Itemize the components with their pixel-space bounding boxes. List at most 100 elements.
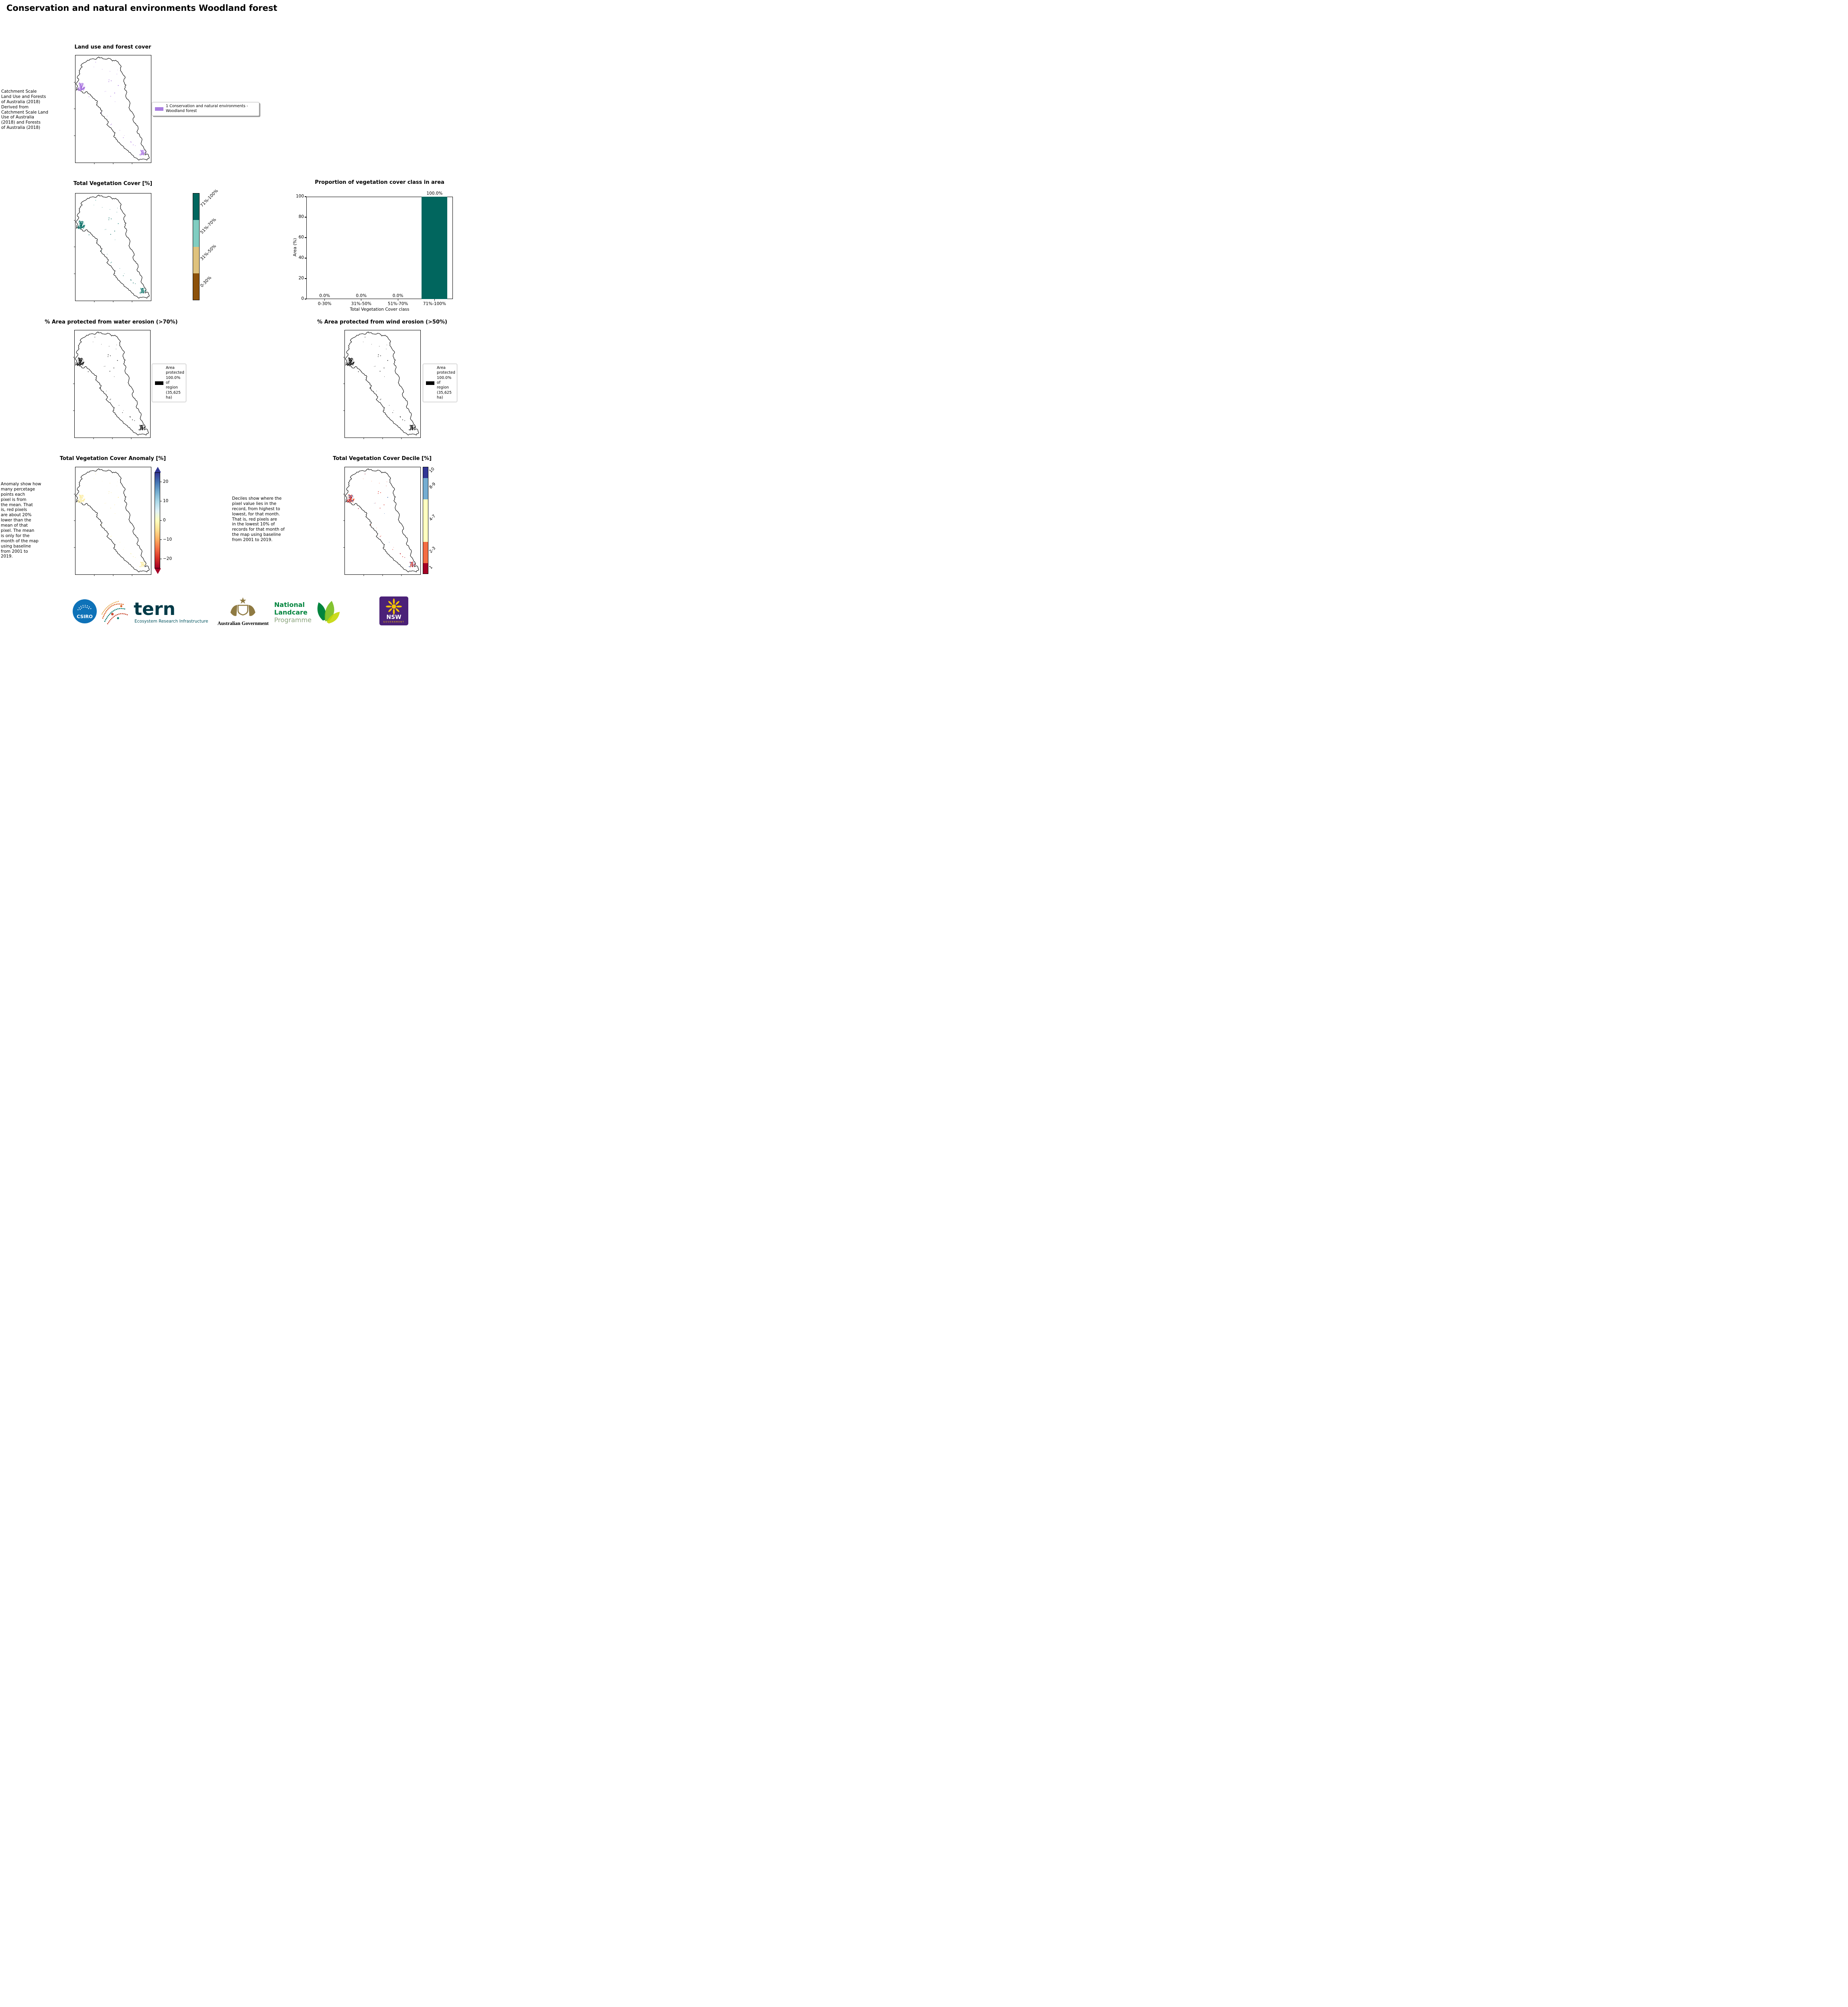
landcover-pixel [378, 491, 379, 492]
x-tick [324, 299, 325, 301]
landcover-pixel [108, 491, 110, 492]
landcover-pixel [81, 358, 82, 360]
landcover-pixel [81, 361, 82, 362]
australian-government-crest [230, 597, 255, 616]
landcover-pixel [79, 495, 80, 496]
landcover-pixel [412, 566, 414, 567]
landcover-pixel [141, 425, 142, 426]
landcover-pixel [110, 508, 111, 509]
landcover-pixel [143, 288, 144, 289]
landcover-pixel [83, 499, 84, 501]
landcover-pixel [78, 228, 79, 229]
nsw-sub: GOVERNMENT [383, 621, 405, 623]
australian-government-label: Australian Government [217, 621, 269, 626]
landcover-pixel [134, 420, 135, 421]
landcover-pixel [80, 83, 81, 85]
landcover-pixel [347, 502, 348, 503]
landcover-pixel [378, 354, 379, 355]
water-legend: Area protected 100.0% of region (35,625 … [152, 364, 186, 403]
landcover-pixel [81, 223, 82, 224]
landcover-pixel [81, 226, 82, 227]
landcover-pixel [130, 553, 131, 554]
landcover-pixel [347, 365, 348, 366]
landcover-pixel [83, 228, 84, 229]
landcover-pixel [410, 429, 411, 430]
landcover-pixel [348, 495, 350, 497]
landcover-pixel [123, 275, 124, 276]
landcover-pixel [142, 429, 143, 430]
landcover-pixel [141, 428, 142, 429]
landcover-pixel [122, 412, 123, 413]
landcover-pixel [84, 88, 85, 90]
landcover-pixel [411, 426, 412, 427]
landcover-pixel [143, 291, 145, 292]
landcover-pixel [143, 290, 144, 291]
landcover-pixel [351, 497, 352, 499]
landcover-pixel [79, 220, 80, 222]
wind-title: % Area protected from wind erosion (>50%… [317, 319, 447, 325]
landcover-pixel [352, 499, 353, 501]
landcover-pixel [79, 365, 80, 366]
landcover-pixel [142, 426, 143, 427]
landcover-pixel [379, 371, 381, 372]
landcover-pixel [143, 564, 145, 566]
bar [422, 197, 448, 299]
water-title: % Area protected from water erosion (>70… [45, 319, 178, 325]
landcover-pixel [144, 152, 145, 153]
colorbar-label: 2-3 [428, 546, 437, 554]
landcover-pixel [387, 497, 388, 498]
landcover-pixel [83, 227, 84, 228]
landcover-pixel [350, 495, 351, 496]
landcover-pixel [82, 222, 83, 223]
landcover-pixel [81, 358, 82, 359]
landcover-pixel [411, 425, 412, 426]
anomaly-colorbar-tick [160, 539, 162, 540]
landcover-pixel [78, 500, 79, 501]
landcover-pixel [393, 410, 394, 411]
bar-value-label: 100.0% [426, 191, 443, 196]
landcover-pixel [84, 225, 86, 226]
landcover-pixel [78, 222, 79, 223]
wind-legend-label: Area protected 100.0% of region (35,625 … [437, 366, 455, 400]
landcover-pixel [347, 499, 348, 500]
landcover-pixel [81, 359, 82, 360]
landcover-pixel [108, 354, 109, 355]
landcover-pixel [352, 365, 353, 366]
landcover-pixel [144, 290, 145, 291]
landcover-pixel [384, 513, 385, 514]
landcover-pixel [349, 502, 350, 503]
landcover-pixel [143, 291, 144, 292]
landcover-pixel [143, 152, 144, 153]
landcover-pixel [412, 563, 413, 564]
landcover-pixel [79, 358, 80, 360]
landcover-pixel [80, 502, 81, 503]
landcover-pixel [141, 291, 142, 293]
anomaly-tick-label: 10 [163, 499, 169, 504]
landcover-pixel [83, 221, 84, 222]
colorbar-segment [423, 499, 428, 542]
landcover-pixel [79, 85, 80, 86]
landcover-pixel [141, 562, 143, 563]
landcover-pixel [80, 495, 81, 497]
landcover-pixel [349, 495, 350, 497]
anomaly-map-svg [74, 468, 150, 576]
landcover-pixel [350, 499, 351, 500]
landcover-pixel [88, 96, 90, 97]
landcover-pixel [139, 429, 140, 430]
landcover-pixel [83, 362, 84, 363]
x-tick [434, 299, 435, 301]
landcover-pixel [78, 502, 79, 503]
landcover-pixel [141, 152, 142, 153]
landcover-pixel [411, 563, 412, 564]
landcover-pixel [352, 358, 353, 359]
landcover-pixel [79, 497, 80, 498]
landcover-pixel [352, 500, 353, 501]
y-tick-label: 80 [298, 214, 304, 219]
landcover-pixel [135, 145, 136, 146]
landcover-pixel [133, 556, 134, 557]
nsw-government-logo: NSW GOVERNMENT [379, 596, 408, 625]
landcover-pixel [350, 500, 352, 501]
landcover-pixel [349, 499, 350, 501]
landcover-pixel [82, 358, 83, 359]
landcover-pixel [81, 221, 82, 222]
